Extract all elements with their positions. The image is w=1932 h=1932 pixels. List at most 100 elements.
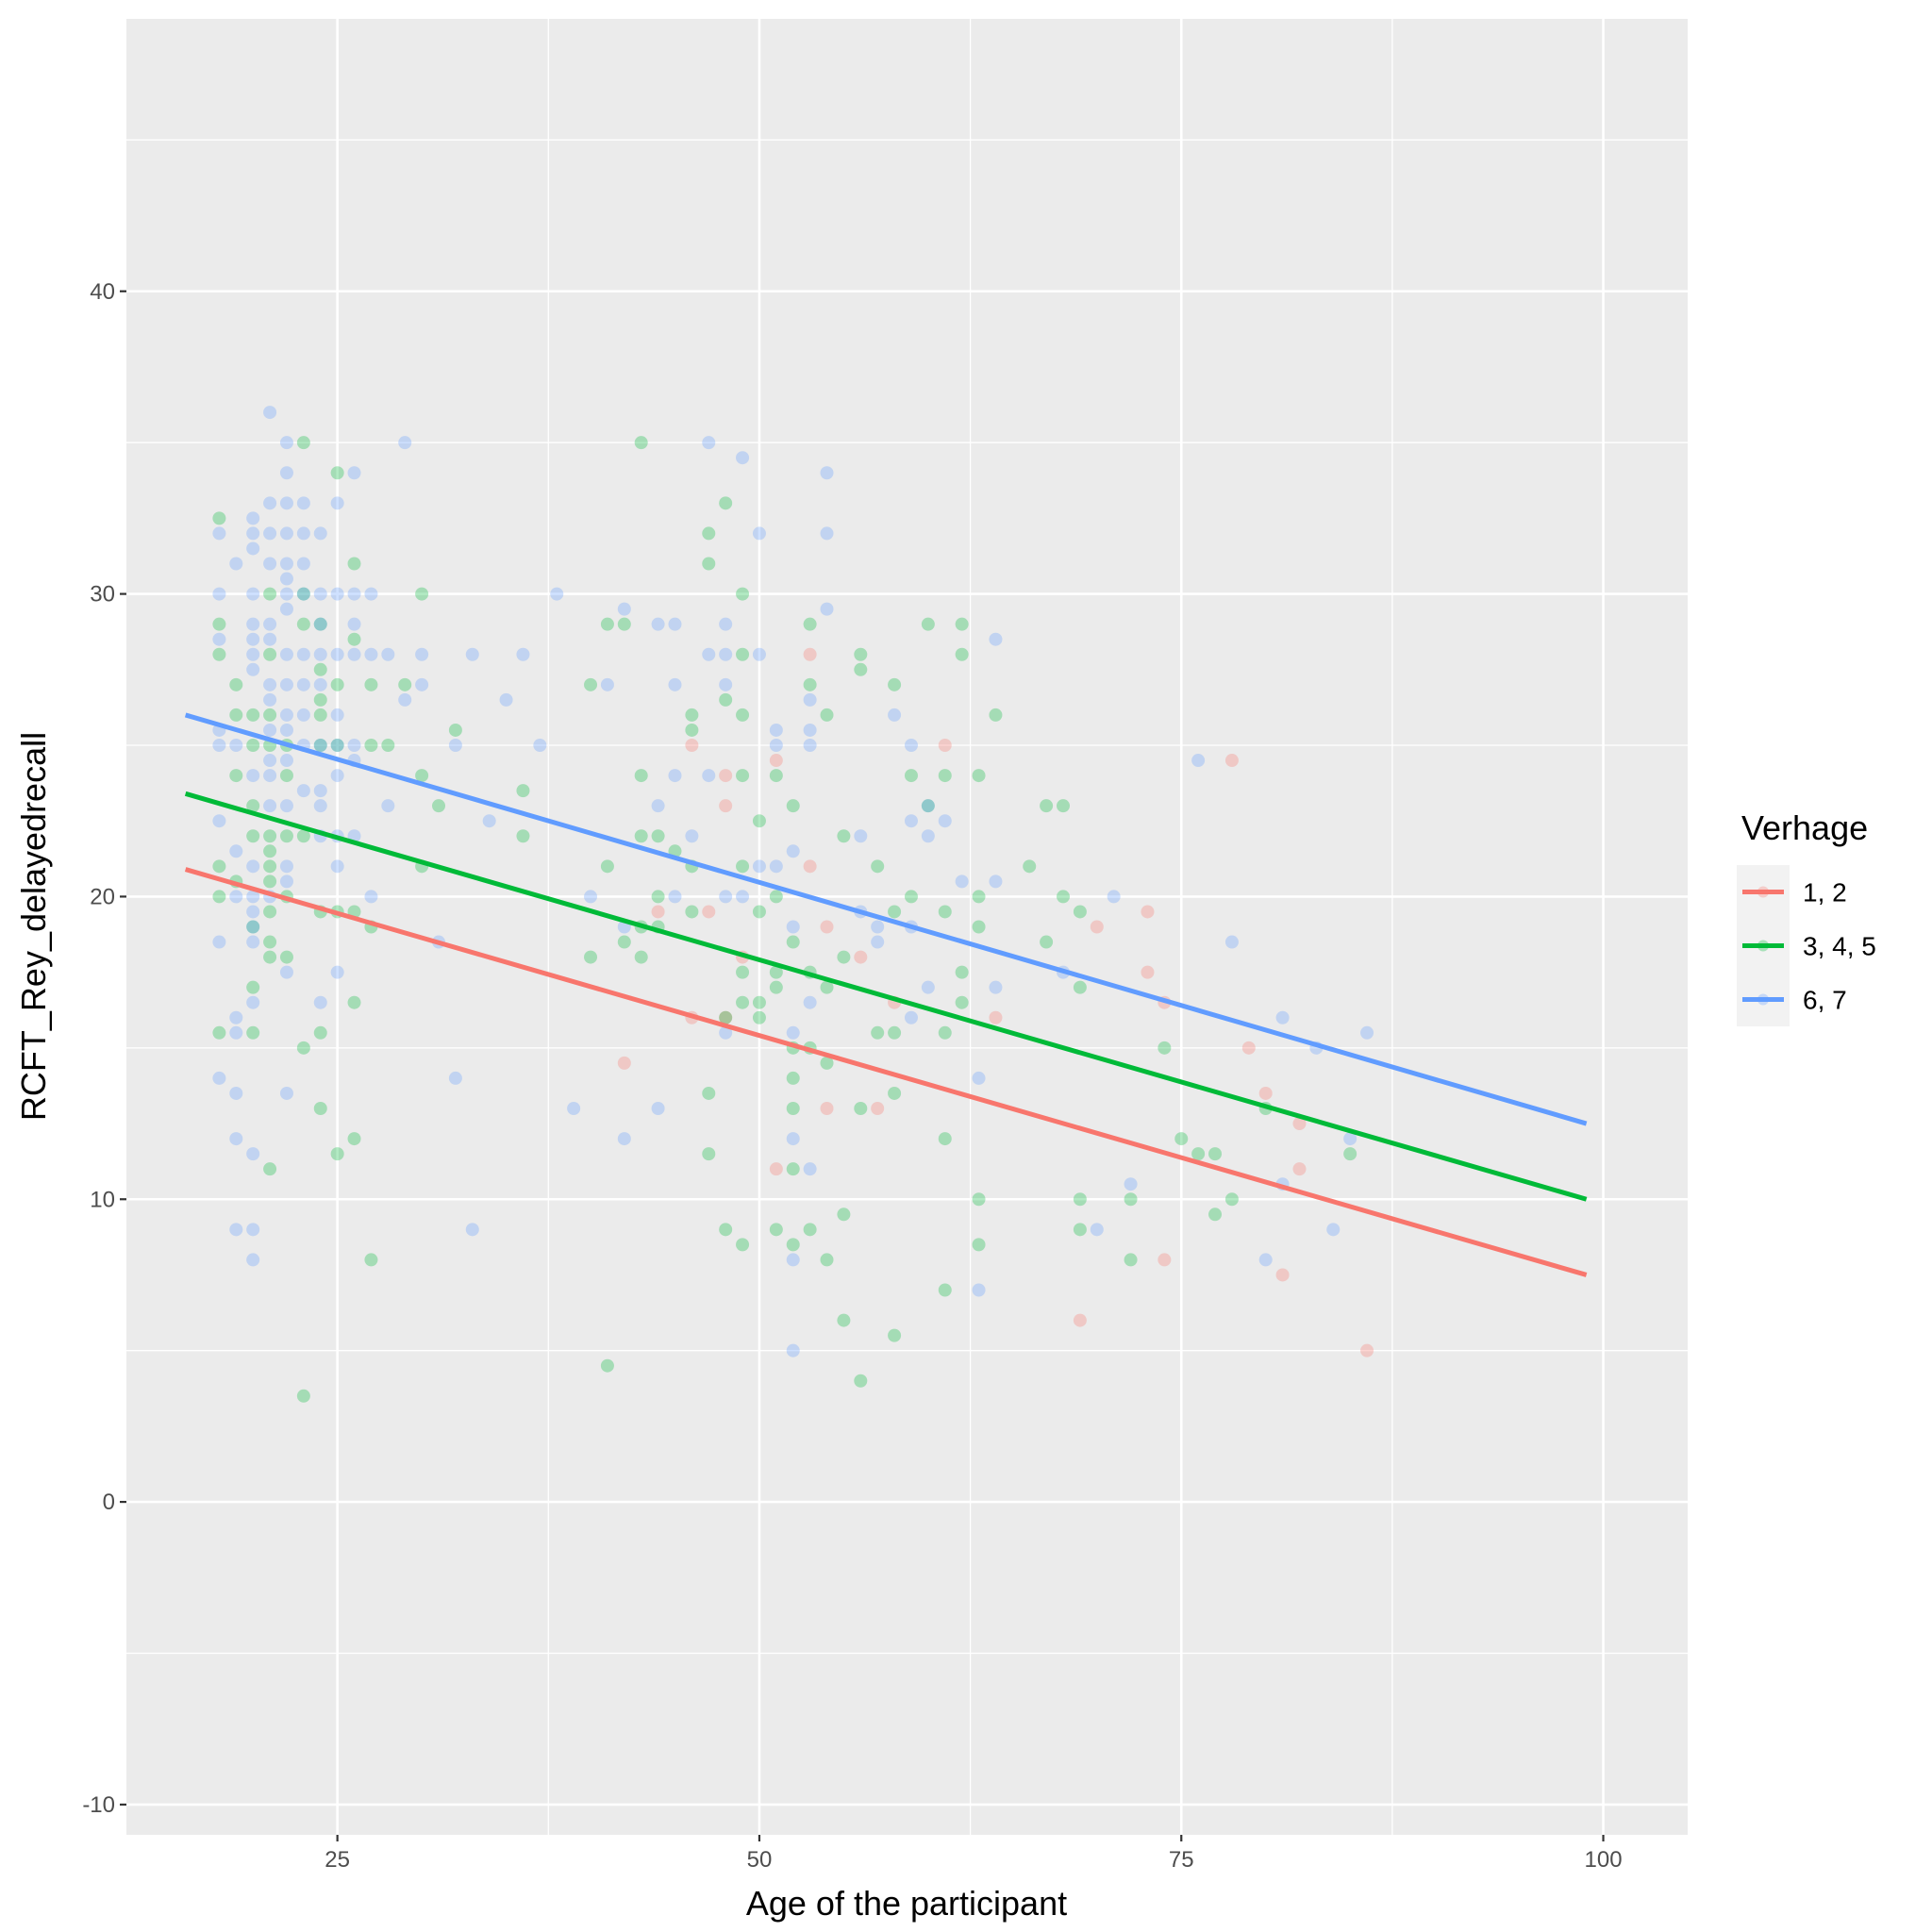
data-point xyxy=(415,647,429,661)
data-point xyxy=(921,829,935,843)
data-point xyxy=(279,602,293,616)
data-point xyxy=(1107,890,1121,904)
data-point xyxy=(212,647,226,661)
data-point xyxy=(719,1223,733,1237)
data-point xyxy=(702,905,716,919)
data-point xyxy=(246,1147,260,1161)
data-point xyxy=(246,526,260,541)
data-point xyxy=(296,677,310,691)
data-point xyxy=(1040,935,1054,949)
data-point xyxy=(685,739,699,752)
data-point xyxy=(279,708,293,722)
data-point xyxy=(736,965,750,979)
data-point xyxy=(634,436,648,450)
x-tick-label: 100 xyxy=(1585,1847,1623,1873)
data-point xyxy=(702,526,716,541)
data-point xyxy=(938,1132,952,1146)
data-point xyxy=(820,920,834,934)
data-point xyxy=(347,617,361,631)
data-point xyxy=(229,557,243,571)
data-point xyxy=(330,739,344,752)
data-point xyxy=(448,723,462,737)
fit-line xyxy=(184,712,1588,1126)
data-point xyxy=(246,708,260,722)
data-point xyxy=(246,1253,260,1267)
data-point xyxy=(313,708,327,722)
data-point xyxy=(296,708,310,722)
x-tick-label: 50 xyxy=(747,1847,773,1873)
data-point xyxy=(296,557,310,571)
data-point xyxy=(415,587,429,601)
data-point xyxy=(634,950,648,964)
data-point xyxy=(651,829,665,843)
y-tick-label: 0 xyxy=(103,1490,115,1515)
data-point xyxy=(229,844,243,858)
data-point xyxy=(736,587,750,601)
data-point xyxy=(229,1223,243,1237)
data-point xyxy=(1224,1192,1239,1207)
data-point xyxy=(296,647,310,661)
data-point xyxy=(668,677,682,691)
data-point xyxy=(769,1223,783,1237)
data-point xyxy=(786,1343,800,1357)
data-point xyxy=(634,769,648,783)
data-point xyxy=(871,920,885,934)
data-point xyxy=(296,587,310,601)
data-point xyxy=(212,814,226,828)
data-point xyxy=(719,1010,733,1024)
data-point xyxy=(347,739,361,752)
data-point xyxy=(904,739,918,752)
data-point xyxy=(263,632,277,646)
data-point xyxy=(212,739,226,752)
data-point xyxy=(837,1313,851,1327)
data-point xyxy=(415,769,429,783)
data-point xyxy=(246,980,260,994)
data-point xyxy=(972,1071,986,1085)
data-point xyxy=(381,647,395,661)
data-point xyxy=(752,905,766,919)
data-point xyxy=(347,1132,361,1146)
data-point xyxy=(313,617,327,631)
data-point xyxy=(702,436,716,450)
data-point xyxy=(786,1025,800,1040)
data-point xyxy=(313,739,327,752)
data-point xyxy=(972,1238,986,1252)
data-point xyxy=(263,844,277,858)
legend-label: 1, 2 xyxy=(1803,878,1847,908)
data-point xyxy=(347,647,361,661)
data-point xyxy=(1040,799,1054,813)
data-point xyxy=(1073,1192,1087,1207)
data-point xyxy=(465,1223,479,1237)
data-point xyxy=(921,617,935,631)
data-point xyxy=(820,1056,834,1070)
data-point xyxy=(837,829,851,843)
data-point xyxy=(736,769,750,783)
data-point xyxy=(212,935,226,949)
fit-line xyxy=(184,791,1588,1202)
data-point xyxy=(1360,1025,1374,1040)
y-axis-title: RCFT_Rey_delayedrecall xyxy=(14,732,53,1121)
data-point xyxy=(1275,1010,1290,1024)
data-point xyxy=(1057,799,1070,813)
data-point xyxy=(1224,935,1239,949)
data-point xyxy=(246,829,260,843)
data-point xyxy=(786,844,800,858)
data-point xyxy=(854,1102,868,1115)
data-point xyxy=(702,557,716,571)
data-point xyxy=(313,526,327,541)
data-point xyxy=(246,935,260,949)
data-point xyxy=(263,754,277,768)
data-point xyxy=(719,677,733,691)
data-point xyxy=(786,799,800,813)
data-point xyxy=(803,647,817,661)
data-point xyxy=(702,1147,716,1161)
data-point xyxy=(1073,1313,1087,1327)
data-point xyxy=(854,1374,868,1388)
data-point xyxy=(330,647,344,661)
data-point xyxy=(938,905,952,919)
data-point xyxy=(516,829,530,843)
data-point xyxy=(330,496,344,510)
data-point xyxy=(972,890,986,904)
data-point xyxy=(330,769,344,783)
